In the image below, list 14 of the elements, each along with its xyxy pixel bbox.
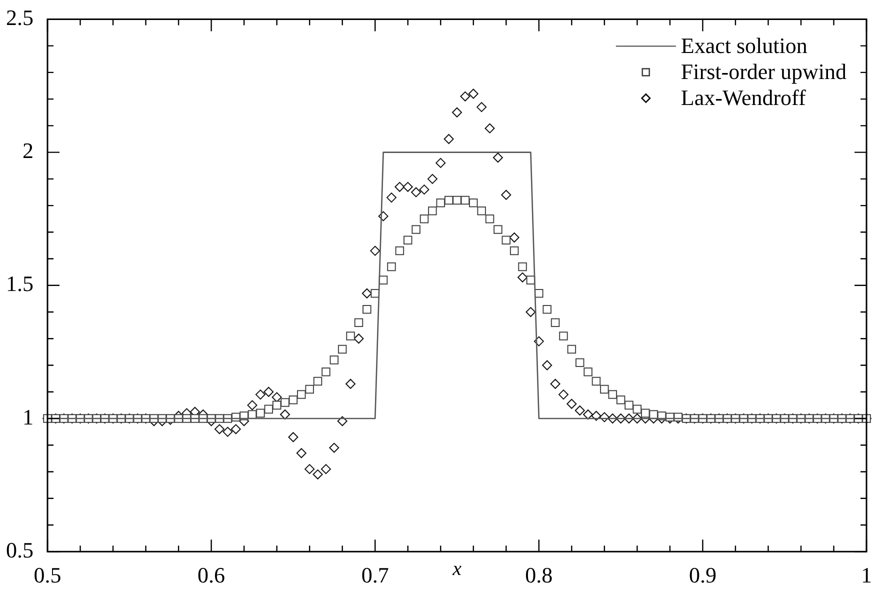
x-tick-label: 0.6 xyxy=(198,562,226,588)
legend-label: First-order upwind xyxy=(680,58,847,84)
legend-label: Exact solution xyxy=(680,32,808,58)
y-tick-label: 1.5 xyxy=(6,271,34,296)
legend-label: Lax-Wendroff xyxy=(680,84,806,110)
y-tick-label: 0.5 xyxy=(6,537,34,562)
x-tick-label: 0.9 xyxy=(688,562,716,588)
y-tick-label: 2.5 xyxy=(6,4,34,30)
x-axis-title: x xyxy=(452,558,462,580)
x-tick-label: 0.8 xyxy=(525,562,553,588)
x-tick-label: 0.7 xyxy=(361,562,389,588)
x-tick-label: 1 xyxy=(861,562,872,588)
y-tick-label: 1 xyxy=(22,404,34,430)
y-tick-label: 2 xyxy=(22,138,34,164)
